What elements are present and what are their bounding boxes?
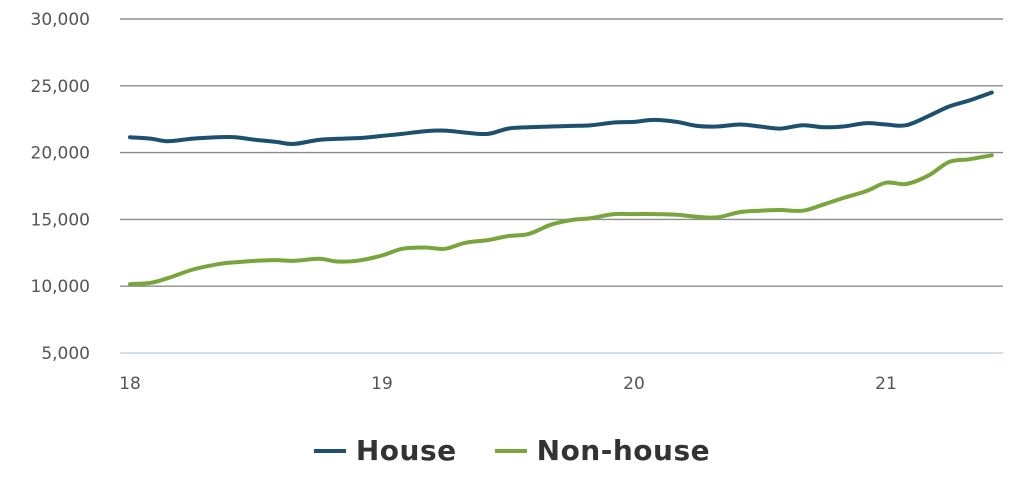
series-lines <box>128 90 994 287</box>
x-tick-label: 20 <box>623 374 645 394</box>
y-tick-label: 30,000 <box>31 10 90 30</box>
legend-swatch-non-house <box>494 448 527 453</box>
y-axis-tick-labels: 5,000 10,000 15,000 20,000 25,000 30,000 <box>31 10 90 364</box>
x-tick-label: 18 <box>119 374 141 394</box>
legend-label-house: House <box>355 434 457 467</box>
series-line-non-house <box>128 153 994 287</box>
gridlines <box>120 18 1003 354</box>
x-tick-label: 21 <box>875 374 897 394</box>
legend: House Non-house <box>0 434 1024 467</box>
y-tick-label: 25,000 <box>31 77 90 97</box>
series-line-house <box>128 90 994 146</box>
y-tick-label: 20,000 <box>31 144 90 164</box>
legend-item-non-house: Non-house <box>494 434 711 467</box>
x-tick-label: 19 <box>371 374 393 394</box>
y-tick-label: 10,000 <box>31 277 90 297</box>
y-tick-label: 15,000 <box>31 210 90 230</box>
x-axis-tick-labels: 18 19 20 21 <box>119 374 897 394</box>
legend-label-non-house: Non-house <box>536 434 711 467</box>
legend-item-house: House <box>313 434 457 467</box>
legend-swatch-house <box>313 448 346 453</box>
y-tick-label: 5,000 <box>41 344 90 364</box>
